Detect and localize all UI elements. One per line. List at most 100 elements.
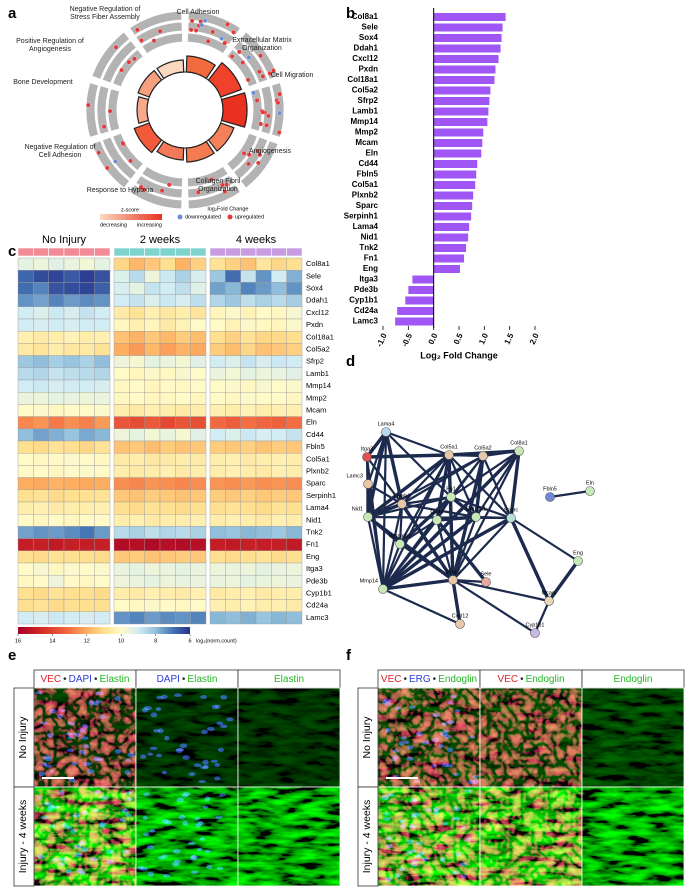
heat-cell — [255, 318, 272, 332]
row-label: Mmp2 — [306, 393, 327, 402]
nucleus — [114, 696, 121, 702]
nucleus — [65, 869, 72, 874]
heat-cell — [286, 416, 303, 430]
heat-cell — [94, 270, 111, 283]
gene-dot — [193, 28, 199, 33]
gene-dot — [166, 182, 172, 188]
go-term-label: Negative Regulation of Cell Adhesion — [24, 144, 96, 159]
heat-cell — [159, 575, 176, 588]
heat-cell — [63, 599, 80, 612]
heat-cell — [144, 514, 161, 527]
row-label: Mmp14 — [306, 381, 331, 390]
go-term-label: Cell Adhesion — [176, 9, 220, 16]
heat-cell — [94, 331, 111, 344]
heat-cell — [113, 379, 130, 393]
micrograph — [480, 688, 582, 787]
term-ring — [187, 184, 241, 210]
nucleus — [410, 862, 418, 867]
nucleus — [400, 736, 407, 740]
nucleus — [188, 772, 196, 777]
heat-cell — [225, 599, 241, 612]
heat-cell — [190, 257, 207, 271]
gene-dot — [251, 90, 256, 96]
group-bar — [33, 247, 49, 257]
nucleus — [465, 789, 472, 793]
category-label: Lamc3 — [353, 317, 379, 326]
row-label: Lamb1 — [306, 369, 329, 378]
heat-cell — [209, 550, 226, 564]
heat-cell — [159, 477, 176, 491]
row-label-box — [13, 786, 35, 887]
nucleus — [78, 749, 87, 755]
heat-cell — [94, 489, 111, 503]
nucleus — [57, 713, 63, 719]
nucleus — [432, 713, 440, 718]
row-label: Pxdn — [306, 320, 323, 329]
network-node-label: Mmp2 — [445, 569, 460, 575]
green-channel — [238, 688, 340, 787]
heat-cell — [113, 465, 130, 478]
gene-dot — [119, 67, 124, 73]
group-bar — [79, 247, 95, 257]
heat-cell — [255, 562, 272, 576]
heat-cell — [48, 562, 65, 576]
nucleus — [406, 850, 413, 855]
network-node — [444, 450, 454, 460]
network-node-label: Col5a1 — [440, 444, 457, 450]
nucleus — [58, 708, 66, 712]
heat-cell — [48, 318, 65, 332]
nucleus — [384, 727, 391, 733]
gene-dot — [151, 38, 157, 44]
heat-cell — [225, 355, 241, 369]
panel-label: c — [8, 243, 16, 260]
network-node-label: Itga3 — [361, 446, 373, 452]
group-bar — [190, 247, 207, 257]
network-edge — [384, 430, 451, 457]
column-header: Elastin — [274, 674, 304, 685]
heat-cell — [48, 538, 65, 551]
heat-cell — [209, 428, 226, 442]
network-edge — [533, 599, 551, 635]
heat-cell — [17, 526, 34, 539]
heat-cell — [225, 501, 241, 515]
category-label: Mmp14 — [350, 117, 378, 126]
zscore-bar — [100, 214, 162, 220]
nucleus — [195, 823, 202, 828]
network-edge — [451, 578, 551, 603]
term-zscore-bar — [156, 59, 185, 80]
network-edge — [509, 516, 580, 563]
heat-cell — [113, 587, 130, 600]
heat-cell — [255, 587, 272, 600]
colorbar-tick-label: 6 — [188, 638, 191, 644]
category-label: Sfrp2 — [358, 96, 379, 105]
nucleus — [210, 759, 218, 763]
legend-high: increasing — [137, 222, 162, 228]
heat-cell — [286, 331, 303, 344]
nucleus — [65, 732, 74, 736]
gene-dot — [139, 38, 144, 43]
column-header: VEC • Endoglin — [498, 674, 565, 685]
nucleus — [206, 864, 213, 870]
heat-cell — [129, 526, 145, 539]
heat-cell — [113, 367, 130, 381]
row-label: Eng — [306, 552, 319, 561]
nucleus — [398, 867, 406, 872]
heat-cell — [113, 392, 130, 405]
network-node — [585, 486, 595, 496]
heat-cell — [94, 343, 111, 356]
term-ring — [186, 165, 229, 188]
micrograph — [582, 688, 684, 787]
heat-cell — [129, 538, 145, 551]
nucleus — [58, 790, 65, 795]
heat-cell — [63, 270, 80, 283]
heat-cell — [48, 343, 65, 356]
micrograph — [238, 787, 340, 886]
category-label: Cd44 — [358, 159, 378, 168]
group-bar — [94, 247, 111, 257]
network-node — [432, 515, 442, 525]
heat-cell — [209, 294, 226, 308]
micrograph — [378, 688, 480, 787]
row-label: Cd24a — [306, 601, 329, 610]
heat-cell — [286, 611, 303, 625]
network-edge — [474, 449, 521, 519]
